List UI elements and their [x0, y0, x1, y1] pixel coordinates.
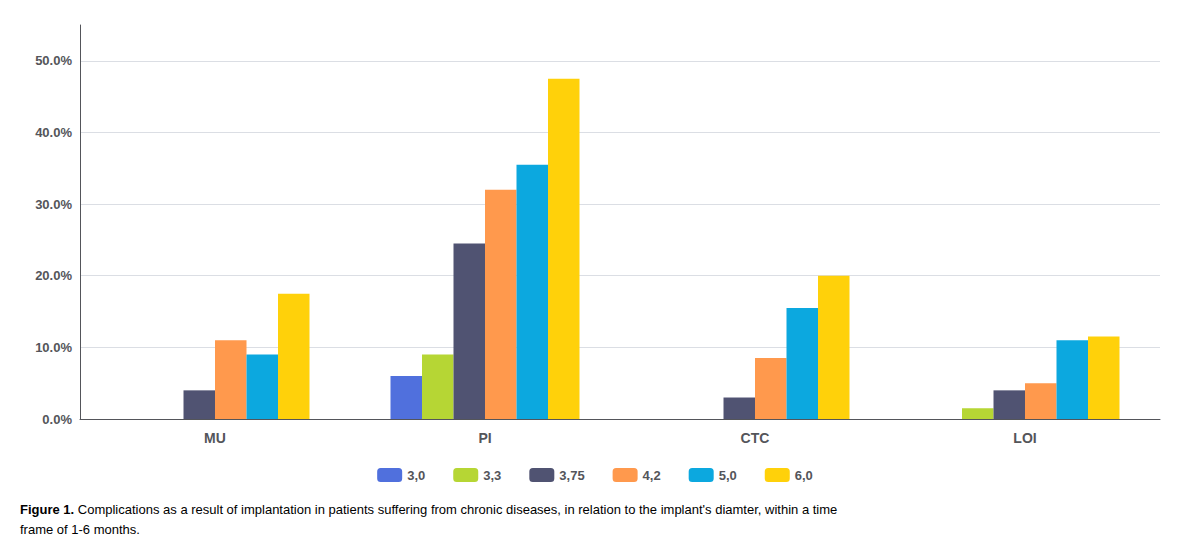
svg-text:Complications as a result of i: Complications as a result of implantatio… — [74, 502, 837, 517]
svg-text:3,3: 3,3 — [483, 468, 501, 483]
svg-text:3,75: 3,75 — [559, 468, 584, 483]
svg-text:CTC: CTC — [741, 430, 770, 446]
svg-text:0.0%: 0.0% — [42, 412, 72, 427]
svg-text:5,0: 5,0 — [719, 468, 737, 483]
svg-text:30.0%: 30.0% — [35, 197, 72, 212]
svg-text:40.0%: 40.0% — [35, 125, 72, 140]
svg-text:4,2: 4,2 — [643, 468, 661, 483]
svg-text:10.0%: 10.0% — [35, 340, 72, 355]
svg-text:frame of 1-6 months.: frame of 1-6 months. — [20, 522, 140, 537]
svg-text:20.0%: 20.0% — [35, 268, 72, 283]
svg-text:50.0%: 50.0% — [35, 53, 72, 68]
svg-text:LOI: LOI — [1013, 430, 1036, 446]
svg-text:PI: PI — [478, 430, 491, 446]
svg-text:6,0: 6,0 — [795, 468, 813, 483]
svg-text:3,0: 3,0 — [407, 468, 425, 483]
svg-text:MU: MU — [204, 430, 226, 446]
svg-text:Figure 1.: Figure 1. — [20, 502, 74, 517]
